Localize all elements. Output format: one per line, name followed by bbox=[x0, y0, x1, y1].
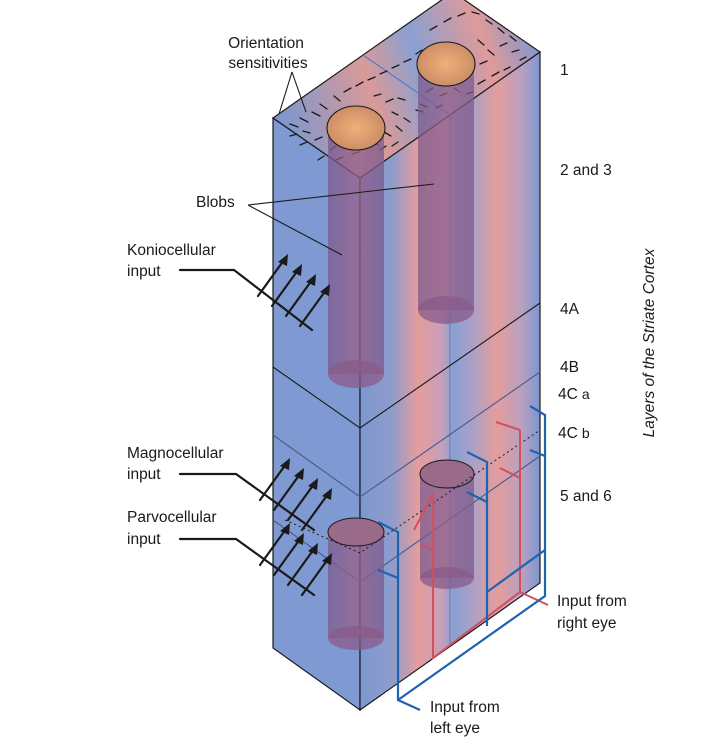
blob-column-right-lower bbox=[420, 474, 474, 578]
hidden-edge-dotted bbox=[284, 429, 541, 554]
blob-lower-left-top bbox=[327, 517, 385, 547]
layer-1-label: 1 bbox=[560, 62, 569, 79]
layer-5-6-label: 5 and 6 bbox=[560, 488, 612, 505]
blob-top-right bbox=[416, 41, 476, 87]
left-eye-label-line2: left eye bbox=[430, 720, 480, 737]
blob-column-left-upper-bottom bbox=[328, 360, 384, 388]
layer-2-3-label: 2 and 3 bbox=[560, 162, 612, 179]
koniocellular-label-line1: Koniocellular bbox=[127, 242, 216, 259]
blob-top-left bbox=[326, 105, 386, 151]
blob-column-left-lower bbox=[328, 532, 384, 638]
left-eye-label-line1: Input from bbox=[430, 699, 500, 716]
blob-lower-right-top bbox=[419, 459, 475, 489]
layer-4cb-label: 4C b bbox=[558, 425, 590, 442]
right-eye-label-line1: Input from bbox=[557, 593, 627, 610]
right-eye-label-line2: right eye bbox=[557, 615, 616, 632]
magnocellular-arrows bbox=[178, 458, 332, 532]
parvocellular-label-line1: Parvocellular bbox=[127, 509, 217, 526]
blob-column-right-upper-bottom bbox=[418, 296, 474, 324]
blob-column-right-upper bbox=[418, 64, 474, 310]
layer-4b-label: 4B bbox=[560, 359, 579, 376]
blob-column-left-upper bbox=[328, 128, 384, 374]
layer-4ca-label: 4C a bbox=[558, 386, 590, 403]
label-pointer-lines bbox=[247, 71, 435, 256]
blob-column-left-lower-bottom bbox=[328, 626, 384, 650]
parvocellular-label-line2: input bbox=[127, 531, 161, 548]
layer-4a-label: 4A bbox=[560, 301, 580, 318]
left-eye-input-lines bbox=[377, 405, 547, 712]
parvocellular-arrows bbox=[178, 523, 332, 597]
koniocellular-label-line2: input bbox=[127, 263, 161, 280]
magnocellular-label-line2: input bbox=[127, 466, 161, 483]
orientation-label-line1: Orientation bbox=[228, 35, 304, 52]
orientation-label-line2: sensitivities bbox=[228, 55, 307, 72]
koniocellular-arrows bbox=[178, 254, 330, 332]
layers-side-title: Layers of the Striate Cortex bbox=[641, 247, 658, 437]
blob-column-right-lower-bottom bbox=[420, 567, 474, 589]
magnocellular-label-line1: Magnocellular bbox=[127, 445, 224, 462]
blobs-label: Blobs bbox=[196, 194, 235, 211]
